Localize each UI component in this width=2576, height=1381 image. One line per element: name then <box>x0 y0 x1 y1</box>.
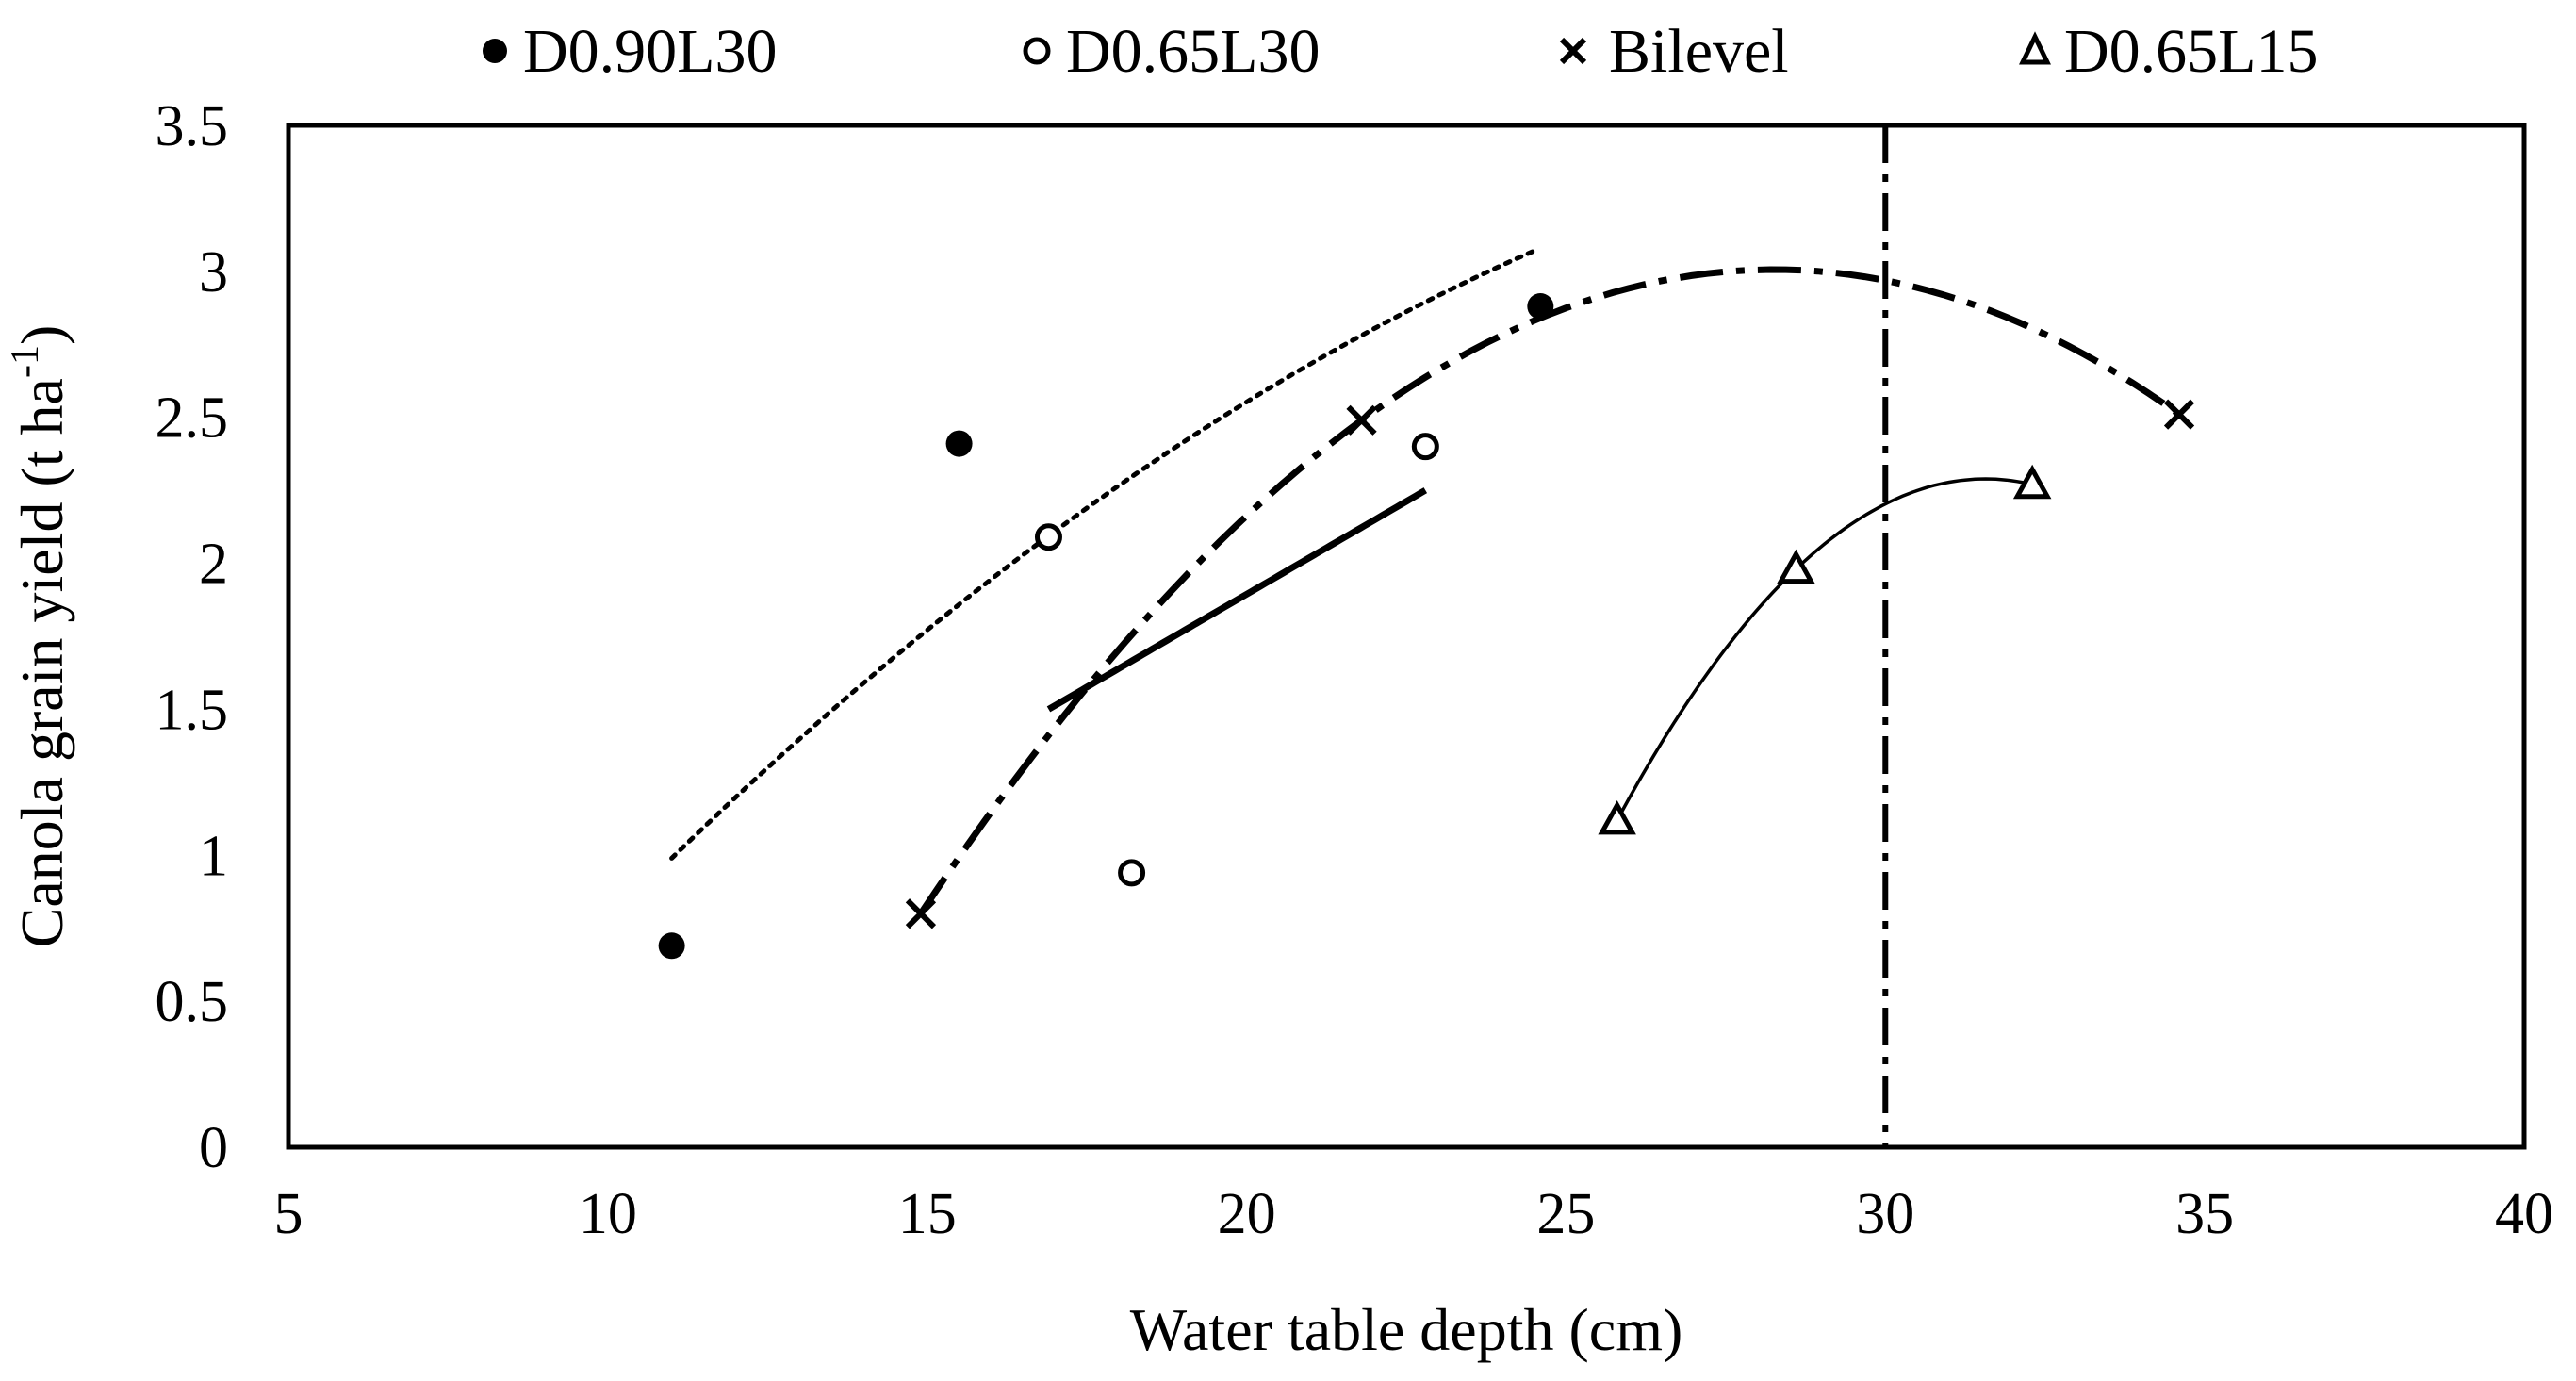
data-point-d065l30 <box>1118 859 1146 887</box>
x-tick-label: 30 <box>1856 1182 1914 1246</box>
data-point-bilevel <box>905 898 937 929</box>
x-tick-label: 5 <box>274 1182 304 1246</box>
y-axis-ticks: 0 0.5 1 1.5 2 2.5 3 3.5 <box>156 94 229 1180</box>
x-tick-label: 10 <box>579 1182 637 1246</box>
legend: D0.90L30 D0.65L30 Bilevel D0.65L15 <box>483 17 2318 86</box>
data-point-d065l15 <box>2012 464 2052 500</box>
data-point-d090l30 <box>1527 293 1554 321</box>
x-tick-label: 35 <box>2175 1182 2234 1246</box>
data-point-d065l30 <box>1411 433 1439 461</box>
data-point-bilevel <box>2163 399 2195 430</box>
x-axis-ticks: 5 10 15 20 25 30 35 40 <box>274 1182 2554 1246</box>
legend-label-bilevel: Bilevel <box>1609 17 1789 86</box>
data-point-d065l30 <box>1034 523 1062 551</box>
y-tick-label: 3 <box>199 240 228 304</box>
legend-filled-circle-icon <box>483 39 507 63</box>
data-points <box>658 293 2195 960</box>
data-point-bilevel <box>1346 404 1377 436</box>
legend-label-d065l30: D0.65L30 <box>1066 17 1320 86</box>
data-point-d065l15 <box>1777 549 1815 584</box>
y-axis-title: Canola grain yield (t ha-1) <box>4 325 75 948</box>
legend-x-marker-icon <box>1559 37 1587 65</box>
legend-label-d065l15: D0.65L15 <box>2064 17 2318 86</box>
x-tick-label: 15 <box>898 1182 957 1246</box>
x-tick-label: 25 <box>1536 1182 1595 1246</box>
legend-open-triangle-icon <box>2019 31 2051 65</box>
trendline-d065l30 <box>1046 487 1428 713</box>
legend-item-d065l30: D0.65L30 <box>1023 17 1320 86</box>
plot-area <box>286 123 2527 1150</box>
y-tick-label: 0.5 <box>156 970 229 1034</box>
x-tick-label: 20 <box>1218 1182 1276 1246</box>
x-axis-title: Water table depth (cm) <box>1130 1296 1683 1363</box>
y-axis-title-main: Canola grain yield (t ha <box>8 378 75 947</box>
legend-open-circle-icon <box>1023 37 1051 65</box>
y-tick-label: 2.5 <box>156 386 229 451</box>
y-tick-label: 2 <box>199 533 228 597</box>
trendline-d065l15 <box>1616 477 2033 821</box>
legend-label-d090l30: D0.90L30 <box>523 17 777 86</box>
data-point-d090l30 <box>945 430 973 457</box>
y-tick-label: 1.5 <box>156 678 229 742</box>
trendline-d090l30 <box>669 248 1536 861</box>
y-axis-title-close: ) <box>8 325 75 345</box>
y-tick-label: 3.5 <box>156 94 229 158</box>
x-tick-label: 40 <box>2495 1182 2553 1246</box>
y-tick-label: 1 <box>199 824 228 888</box>
data-point-d090l30 <box>658 932 685 960</box>
y-tick-label: 0 <box>199 1116 228 1180</box>
legend-item-d090l30: D0.90L30 <box>483 17 777 86</box>
y-axis-title-superscript: -1 <box>4 345 47 378</box>
data-point-d065l15 <box>1598 799 1636 835</box>
legend-item-bilevel: Bilevel <box>1559 17 1789 86</box>
legend-item-d065l15: D0.65L15 <box>2019 17 2318 86</box>
